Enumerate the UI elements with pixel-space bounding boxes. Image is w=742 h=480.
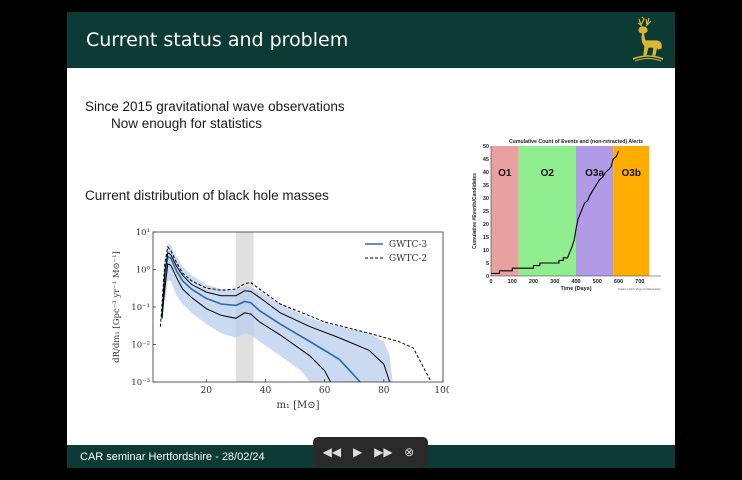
run-band-O1 xyxy=(491,146,519,276)
presentation-controls: ◀◀ ▶ ▶▶ ⊗ xyxy=(313,437,428,467)
x-tick-label-60: 60 xyxy=(319,386,331,396)
mass-plot-area xyxy=(159,232,432,382)
sub-bullet-statistics: Now enough for statistics xyxy=(111,116,262,131)
run-label-O3b: O3b xyxy=(622,168,641,179)
series-line-3 xyxy=(161,251,391,382)
y-tick-label-2: 10⁻¹ xyxy=(131,303,150,313)
y-tick-label-0: 10⁻³ xyxy=(131,378,150,388)
cum-y-tick-0: 0 xyxy=(486,274,489,280)
title-bar: Current status and problem xyxy=(67,12,675,68)
y-tick-label-3: 10⁰ xyxy=(136,266,151,276)
cum-x-tick-500: 500 xyxy=(593,279,602,285)
legend-label-GWTC-2: GWTC-2 xyxy=(389,254,427,264)
run-label-O3a: O3a xyxy=(585,168,604,179)
series-line-1 xyxy=(161,255,361,382)
cum-credit: Credit: LIGO-Virgo Collaboration xyxy=(618,287,662,291)
fast-forward-icon[interactable]: ▶▶ xyxy=(374,445,393,459)
y-axis-label: dR/dm₁ [Gpc⁻³ yr⁻¹ M⊙⁻¹] xyxy=(112,251,122,363)
cum-x-tick-300: 300 xyxy=(550,279,559,285)
gwtc3-confidence-band xyxy=(164,243,393,382)
mass-distribution-chart: 20 40 60 80 100 10⁻³ 10⁻² 10⁻¹ 10⁰ 10¹ m₁ [M⊙] dR/d… xyxy=(112,228,449,411)
hart-crest-icon xyxy=(632,16,664,62)
x-tick-label-40: 40 xyxy=(260,386,272,396)
bullet-observations: Since 2015 gravitational wave observatio… xyxy=(85,99,345,114)
cum-y-tick-30: 30 xyxy=(483,196,489,202)
x-tick-label-100: 100 xyxy=(434,386,449,396)
run-label-O2: O2 xyxy=(541,168,555,179)
cum-y-tick-15: 15 xyxy=(483,235,489,241)
x-axis-label: m₁ [M⊙] xyxy=(276,400,319,411)
run-label-O1: O1 xyxy=(498,168,512,179)
cum-y-axis-label: Cumulative #Events/Candidates xyxy=(472,173,478,249)
cum-y-tick-45: 45 xyxy=(483,157,489,163)
series-line-2 xyxy=(159,245,432,382)
run-band-O3a xyxy=(576,146,614,276)
cum-y-tick-25: 25 xyxy=(483,209,489,215)
cum-x-tick-400: 400 xyxy=(571,279,580,285)
series-line-4 xyxy=(161,263,332,382)
bullet-distribution: Current distribution of black hole masse… xyxy=(85,188,329,203)
cum-y-tick-10: 10 xyxy=(483,248,489,254)
x-tick-label-80: 80 xyxy=(378,386,390,396)
cum-y-tick-40: 40 xyxy=(483,170,489,176)
legend-label-GWTC-3: GWTC-3 xyxy=(389,240,427,250)
cumulative-chart-title: Cumulative Count of Events and (non-retr… xyxy=(509,139,643,145)
cum-y-tick-5: 5 xyxy=(486,261,489,267)
slide-title: Current status and problem xyxy=(86,29,349,51)
cum-x-tick-100: 100 xyxy=(508,279,517,285)
cum-y-tick-50: 50 xyxy=(483,144,489,150)
cum-x-tick-200: 200 xyxy=(529,279,538,285)
cumulative-step-line xyxy=(491,150,620,274)
run-band-O3b xyxy=(613,146,650,276)
footer-text: CAR seminar Hertfordshire - 28/02/24 xyxy=(80,451,265,463)
cum-x-tick-700: 700 xyxy=(635,279,644,285)
rewind-icon[interactable]: ◀◀ xyxy=(322,445,342,459)
slide: Current status and problem Since 2015 gr… xyxy=(67,12,675,468)
cum-x-tick-0: 0 xyxy=(489,279,492,285)
play-icon[interactable]: ▶ xyxy=(353,445,363,459)
cum-y-tick-20: 20 xyxy=(483,222,489,228)
y-tick-label-4: 10¹ xyxy=(136,228,150,238)
cumulative-events-chart: Cumulative Count of Events and (non-retr… xyxy=(472,139,662,292)
run-band-O2 xyxy=(518,146,576,276)
cum-x-axis-label: Time (Days) xyxy=(560,286,591,292)
cum-y-tick-35: 35 xyxy=(483,183,489,189)
close-icon[interactable]: ⊗ xyxy=(404,445,415,459)
y-tick-label-1: 10⁻² xyxy=(131,341,150,351)
x-tick-label-20: 20 xyxy=(201,386,213,396)
cum-x-tick-600: 600 xyxy=(614,279,623,285)
